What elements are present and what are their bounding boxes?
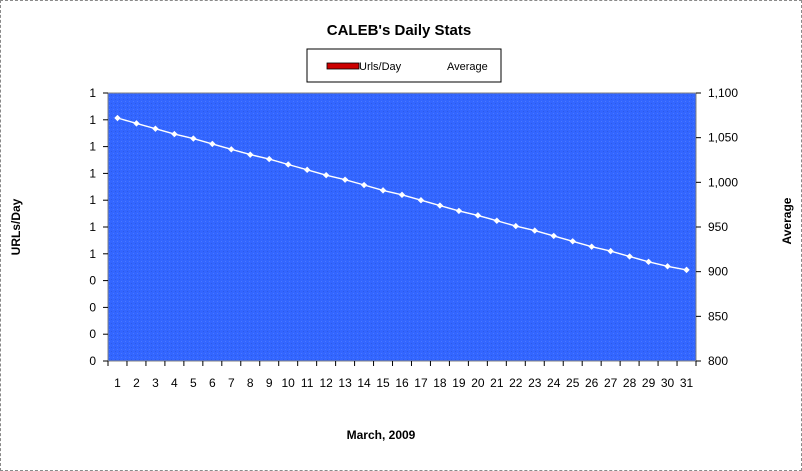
plot-area	[107, 92, 697, 362]
x-tick-label: 1	[114, 376, 121, 390]
data-point	[171, 130, 178, 138]
left-tick-label: 1	[89, 166, 96, 180]
x-tick-label: 13	[338, 376, 352, 390]
data-point	[493, 217, 501, 224]
x-tick-label: 18	[433, 376, 447, 390]
left-tick-label: 1	[89, 86, 96, 100]
y-axis-right-title: Average	[780, 197, 794, 244]
legend-label-average: Average	[447, 61, 488, 73]
data-point	[607, 247, 614, 255]
left-tick-label: 1	[89, 193, 96, 207]
data-point	[436, 202, 444, 209]
x-tick-label: 15	[376, 376, 390, 390]
legend-swatch-urls	[326, 62, 360, 70]
x-tick-label: 2	[133, 376, 140, 390]
x-tick-label: 17	[414, 376, 428, 390]
x-tick-label: 4	[171, 376, 178, 390]
data-point	[190, 135, 197, 142]
data-point	[114, 114, 121, 122]
data-point	[322, 171, 330, 179]
data-point	[683, 266, 690, 274]
x-tick-label: 22	[509, 376, 523, 390]
data-point	[284, 161, 292, 168]
data-point	[133, 120, 140, 127]
data-point	[531, 227, 538, 234]
x-tick-label: 7	[228, 376, 235, 390]
left-tick-label: 1	[89, 220, 96, 234]
x-tick-label: 23	[528, 376, 542, 390]
x-tick-label: 31	[680, 376, 694, 390]
data-point	[209, 140, 216, 148]
chart-title: CALEB's Daily Stats	[327, 22, 471, 39]
data-point	[379, 187, 387, 194]
left-tick-label: 0	[89, 327, 96, 341]
data-point	[266, 155, 273, 163]
data-point	[588, 243, 595, 250]
x-tick-label: 14	[357, 376, 371, 390]
x-tick-label: 12	[319, 376, 333, 390]
data-point	[417, 197, 425, 204]
data-point	[228, 146, 235, 153]
data-point	[152, 125, 159, 132]
left-tick-label: 1	[89, 113, 96, 127]
x-axis-title: March, 2009	[347, 428, 416, 442]
data-point	[550, 232, 557, 240]
data-point	[341, 176, 349, 183]
data-point	[474, 212, 482, 219]
left-tick-label: 0	[89, 274, 96, 288]
data-point	[398, 191, 406, 199]
x-tick-label: 8	[247, 376, 254, 390]
x-axis-ticks: 1 2 3 4 5 6 7 8 9 10 11 12 13 14 15 16 17 18 19 20 21 22 23 24 2…	[107, 361, 697, 390]
data-point	[626, 253, 633, 260]
data-point	[303, 166, 311, 174]
data-point	[455, 207, 463, 215]
data-point	[512, 222, 520, 230]
right-tick-label: 1,100	[708, 86, 738, 100]
data-point	[645, 258, 652, 266]
right-tick-label: 1,050	[708, 131, 738, 145]
x-tick-label: 6	[209, 376, 216, 390]
right-tick-label: 800	[708, 354, 728, 368]
left-axis-ticks: 1 1 1 1 1 1 1 0 0 0 0	[89, 86, 108, 368]
x-tick-label: 9	[266, 376, 273, 390]
x-tick-label: 21	[490, 376, 504, 390]
legend: Urls/Day Average	[306, 48, 502, 83]
x-tick-label: 26	[585, 376, 599, 390]
right-tick-label: 950	[708, 220, 728, 234]
series-average	[114, 114, 690, 274]
x-tick-label: 19	[452, 376, 466, 390]
x-tick-label: 20	[471, 376, 485, 390]
x-tick-label: 24	[547, 376, 561, 390]
x-tick-label: 10	[282, 376, 296, 390]
x-tick-label: 11	[301, 376, 314, 390]
data-point	[664, 263, 671, 270]
x-tick-label: 30	[661, 376, 675, 390]
left-tick-label: 0	[89, 354, 96, 368]
x-tick-label: 28	[623, 376, 637, 390]
right-axis-ticks: 800 850 900 950 1,000 1,050 1,100	[696, 86, 738, 368]
data-point	[569, 238, 576, 245]
legend-label-urls: Urls/Day	[359, 61, 402, 73]
x-tick-label: 16	[395, 376, 409, 390]
data-point	[360, 181, 368, 189]
left-tick-label: 1	[89, 247, 96, 261]
x-tick-label: 29	[642, 376, 656, 390]
right-tick-label: 850	[708, 309, 728, 323]
x-tick-label: 27	[604, 376, 618, 390]
x-tick-label: 25	[566, 376, 580, 390]
right-tick-label: 1,000	[708, 175, 738, 189]
left-tick-label: 0	[89, 300, 96, 314]
data-point	[247, 151, 254, 158]
x-tick-label: 3	[152, 376, 159, 390]
right-tick-label: 900	[708, 265, 728, 279]
x-tick-label: 5	[190, 376, 197, 390]
left-tick-label: 1	[89, 140, 96, 154]
y-axis-left-title: URLs/Day	[9, 198, 23, 255]
